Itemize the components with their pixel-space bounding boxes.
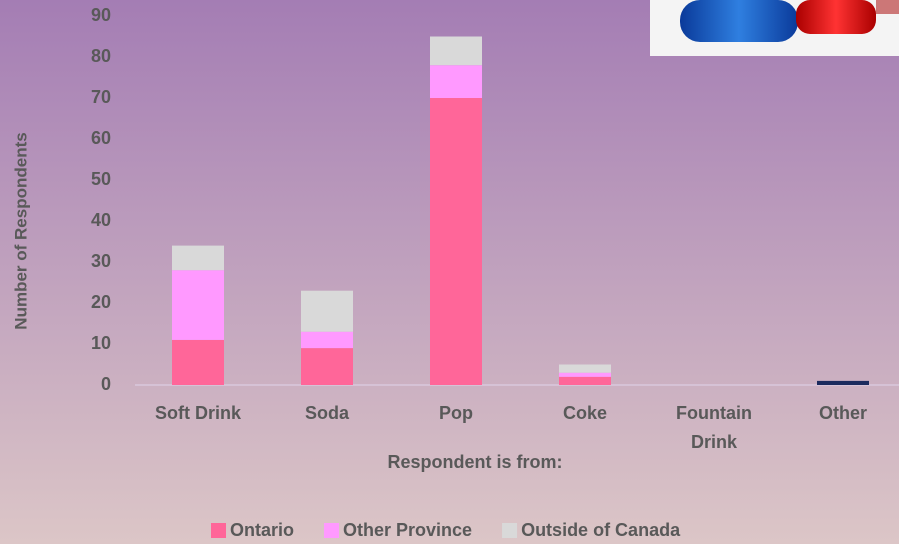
bar-segment: [301, 332, 353, 348]
bar-segment: [301, 291, 353, 332]
legend-label: Other Province: [343, 520, 472, 540]
legend-swatch: [324, 523, 339, 538]
chart: Respondent is from: Number of Respondent…: [0, 0, 899, 544]
legend-swatch: [211, 523, 226, 538]
y-tick-label: 10: [91, 333, 111, 353]
bar-segment: [172, 340, 224, 385]
y-tick-label: 70: [91, 87, 111, 107]
bar-segment: [430, 98, 482, 385]
x-tick-label: Soda: [305, 403, 350, 423]
x-axis-title: Respondent is from:: [387, 452, 562, 472]
x-tick-label: Soft Drink: [155, 403, 242, 423]
y-tick-label: 80: [91, 46, 111, 66]
y-tick-label: 90: [91, 5, 111, 25]
y-tick-label: 40: [91, 210, 111, 230]
bar-segment: [430, 37, 482, 66]
x-tick-label: Pop: [439, 403, 473, 423]
y-tick-label: 50: [91, 169, 111, 189]
bar-segment: [559, 377, 611, 385]
legend-swatch: [502, 523, 517, 538]
bar-segment: [172, 246, 224, 271]
y-tick-label: 20: [91, 292, 111, 312]
photo: [650, 0, 899, 56]
bar-segment: [817, 381, 869, 385]
y-tick-label: 60: [91, 128, 111, 148]
legend: Ontario Other Province Outside of Canada: [211, 520, 681, 540]
x-tick-label: Other: [819, 403, 867, 423]
x-tick-label: Coke: [563, 403, 607, 423]
bar-segment: [559, 373, 611, 377]
legend-label: Ontario: [230, 520, 294, 540]
bar-segment: [301, 348, 353, 385]
y-axis-title: Number of Respondents: [11, 132, 30, 329]
legend-label: Outside of Canada: [521, 520, 681, 540]
y-tick-label: 0: [101, 374, 111, 394]
bar-segment: [430, 65, 482, 98]
bar-segment: [559, 365, 611, 373]
bar-segment: [172, 270, 224, 340]
y-tick-label: 30: [91, 251, 111, 271]
